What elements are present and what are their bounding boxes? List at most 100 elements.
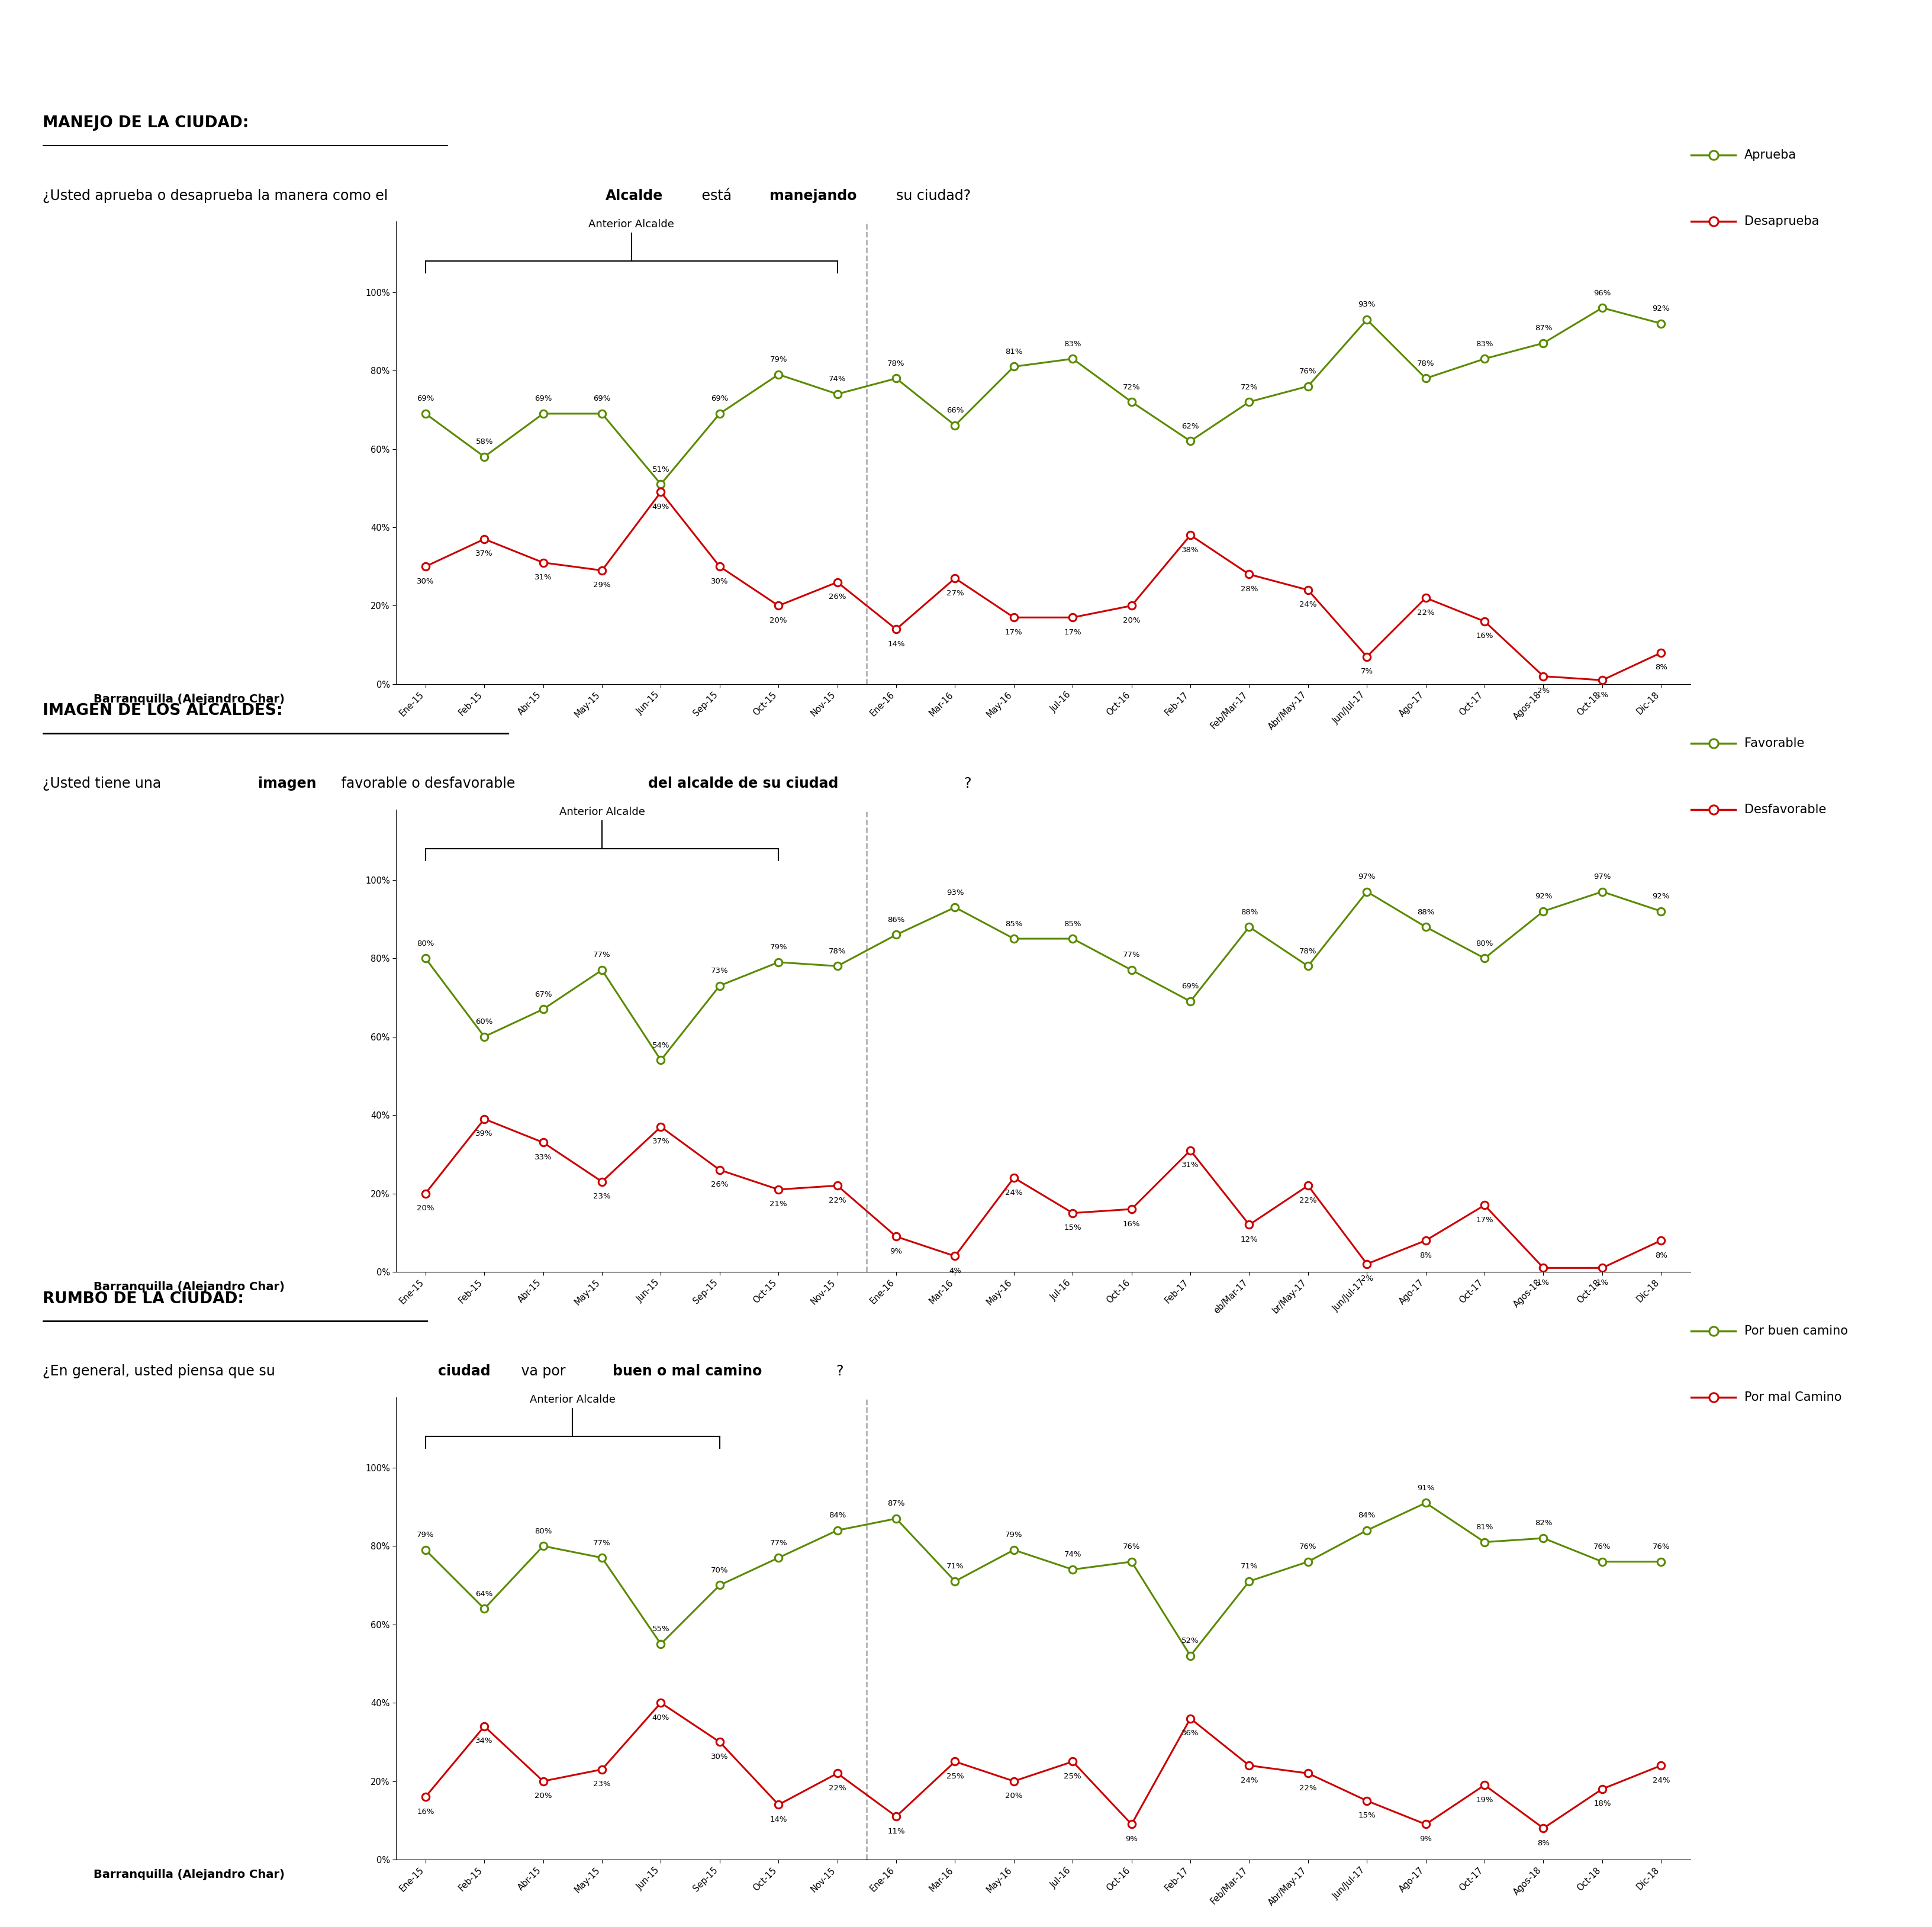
Text: 27%: 27% (947, 590, 964, 597)
Text: 87%: 87% (887, 1499, 904, 1507)
Text: 80%: 80% (535, 1528, 553, 1536)
Text: 8%: 8% (1656, 1251, 1667, 1258)
Text: Anterior Alcalde: Anterior Alcalde (529, 1395, 616, 1405)
Text: 85%: 85% (1065, 919, 1082, 927)
Text: 49%: 49% (653, 503, 670, 511)
Text: 82%: 82% (1534, 1520, 1551, 1528)
Text: Desaprueba: Desaprueba (1745, 216, 1820, 227)
Text: 22%: 22% (1300, 1784, 1318, 1792)
Text: 20%: 20% (769, 617, 786, 624)
Text: 20%: 20% (1005, 1792, 1022, 1800)
Text: 66%: 66% (947, 407, 964, 414)
Text: ¿Usted aprueba o desaprueba la manera como el: ¿Usted aprueba o desaprueba la manera co… (43, 189, 396, 202)
Text: 93%: 93% (1358, 301, 1376, 308)
Text: 76%: 76% (1594, 1544, 1611, 1551)
Text: 15%: 15% (1358, 1811, 1376, 1819)
Text: 78%: 78% (1300, 948, 1318, 956)
Text: 8%: 8% (1420, 1251, 1432, 1258)
Text: 76%: 76% (1652, 1544, 1669, 1551)
Text: 86%: 86% (887, 915, 904, 923)
Text: 97%: 97% (1594, 873, 1611, 881)
Text: Desfavorable: Desfavorable (1745, 804, 1826, 815)
Text: 79%: 79% (417, 1532, 435, 1540)
Text: 16%: 16% (1476, 632, 1493, 640)
Text: 80%: 80% (417, 940, 435, 948)
Text: 11%: 11% (887, 1827, 904, 1835)
Text: del alcalde de su ciudad: del alcalde de su ciudad (649, 777, 838, 790)
Text: 17%: 17% (1476, 1216, 1493, 1224)
Text: 33%: 33% (535, 1154, 553, 1162)
Text: 71%: 71% (947, 1563, 964, 1571)
Text: su ciudad?: su ciudad? (887, 189, 972, 202)
Text: Anterior Alcalde: Anterior Alcalde (589, 220, 674, 229)
Text: Favorable: Favorable (1745, 738, 1804, 750)
Text: 74%: 74% (1065, 1551, 1082, 1559)
Text: 39%: 39% (475, 1129, 493, 1137)
Text: 74%: 74% (829, 376, 846, 383)
Text: 22%: 22% (829, 1197, 846, 1204)
Text: 96%: 96% (1594, 289, 1611, 297)
Text: 70%: 70% (711, 1567, 728, 1574)
Text: 8%: 8% (1538, 1838, 1549, 1846)
Text: 1%: 1% (1538, 1280, 1549, 1287)
Text: 83%: 83% (1476, 339, 1493, 347)
Text: MANEJO DE LA CIUDAD:: MANEJO DE LA CIUDAD: (43, 116, 249, 131)
Text: 30%: 30% (711, 578, 728, 586)
Text: 72%: 72% (1240, 383, 1258, 391)
Text: 26%: 26% (829, 594, 846, 601)
Text: 67%: 67% (535, 990, 553, 998)
Text: 24%: 24% (1300, 601, 1318, 609)
Text: 77%: 77% (593, 952, 611, 960)
Text: 16%: 16% (417, 1808, 435, 1815)
Text: 23%: 23% (593, 1781, 611, 1788)
Text: 69%: 69% (535, 395, 553, 403)
Text: 73%: 73% (711, 967, 728, 975)
Text: 8%: 8% (1656, 663, 1667, 671)
Text: 16%: 16% (1122, 1220, 1140, 1227)
Text: 54%: 54% (653, 1041, 670, 1048)
Text: ¿Usted tiene una: ¿Usted tiene una (43, 777, 170, 790)
Text: Barranquilla (Alejandro Char): Barranquilla (Alejandro Char) (95, 694, 284, 705)
Text: Alcalde: Alcalde (605, 189, 663, 202)
Text: 81%: 81% (1005, 349, 1022, 356)
Text: 25%: 25% (1065, 1773, 1082, 1781)
Text: 28%: 28% (1240, 586, 1258, 594)
Text: 79%: 79% (769, 944, 786, 952)
Text: 93%: 93% (947, 888, 964, 896)
Text: 4%: 4% (949, 1268, 962, 1276)
Text: 91%: 91% (1416, 1484, 1434, 1491)
Text: IMAGEN DE LOS ALCALDES:: IMAGEN DE LOS ALCALDES: (43, 703, 282, 719)
Text: 85%: 85% (1005, 919, 1022, 927)
Text: Aprueba: Aprueba (1745, 150, 1797, 162)
Text: 58%: 58% (475, 437, 493, 445)
Text: 30%: 30% (417, 578, 435, 586)
Text: 31%: 31% (1182, 1162, 1200, 1170)
Text: 17%: 17% (1005, 628, 1022, 636)
Text: 78%: 78% (1416, 360, 1434, 368)
Text: 20%: 20% (535, 1792, 553, 1800)
Text: 20%: 20% (417, 1204, 435, 1212)
Text: 25%: 25% (947, 1773, 964, 1781)
Text: 76%: 76% (1300, 368, 1318, 376)
Text: ¿En general, usted piensa que su: ¿En general, usted piensa que su (43, 1364, 280, 1378)
Text: 69%: 69% (417, 395, 435, 403)
Text: 9%: 9% (1420, 1835, 1432, 1842)
Text: 83%: 83% (1065, 339, 1082, 347)
Text: 71%: 71% (1240, 1563, 1258, 1571)
Text: 52%: 52% (1182, 1638, 1200, 1646)
Text: 77%: 77% (593, 1540, 611, 1547)
Text: favorable o desfavorable: favorable o desfavorable (336, 777, 520, 790)
Text: 69%: 69% (1182, 983, 1200, 990)
Text: 22%: 22% (1416, 609, 1434, 617)
Text: 37%: 37% (475, 549, 493, 557)
Text: 76%: 76% (1300, 1544, 1318, 1551)
Text: 29%: 29% (593, 582, 611, 590)
Text: 77%: 77% (1122, 952, 1140, 960)
Text: 40%: 40% (653, 1713, 670, 1721)
Text: 26%: 26% (711, 1181, 728, 1189)
Text: 92%: 92% (1534, 892, 1551, 900)
Text: 22%: 22% (1300, 1197, 1318, 1204)
Text: 9%: 9% (891, 1247, 902, 1254)
Text: 79%: 79% (769, 356, 786, 364)
Text: 12%: 12% (1240, 1235, 1258, 1243)
